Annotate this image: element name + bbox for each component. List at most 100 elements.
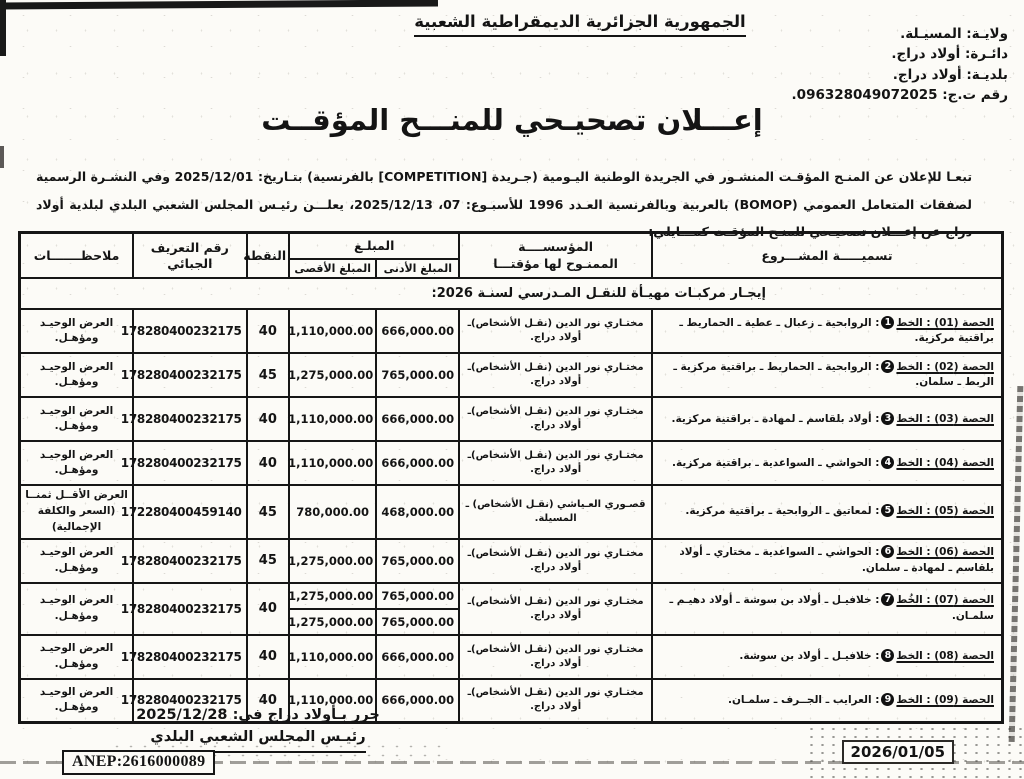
tax-id-cell: 178280400232175 — [121, 537, 248, 584]
scan-mark — [0, 146, 4, 168]
table-row: الحصة (09) : الخط9: العرايب ـ الجــرف ـ … — [18, 677, 1004, 724]
republic-title: الجمهورية الجزائرية الديمقراطية الشعبية — [414, 12, 746, 37]
table-row: الحصة (01) : الخط1: الروابحية ـ زعبال ـ … — [18, 308, 1004, 355]
amount-value: 1,110,000.00 — [288, 456, 374, 471]
max-amount-cell: 1,110,000.00 — [288, 440, 378, 487]
tax-id-cell: 178280400232175 — [121, 633, 248, 680]
institution-cell: مختـاري نور الدين (نقـل الأشخاص)ـ أولاد … — [458, 440, 653, 487]
line-number-badge: 3 — [881, 411, 895, 425]
col-header-tax-id: رقم التعريف الجبائي — [132, 231, 248, 280]
wilaya-line: ولايـة: المسيـلة. — [900, 26, 1008, 42]
route-text: : خلافيـل ـ أولاد بن سوشة ـ أولاد دهيـم … — [669, 593, 994, 622]
route-text: : الروابحية ـ الحماريط ـ براقتية مركزية … — [673, 360, 994, 389]
min-amount-cell: 666,000.00 — [375, 440, 461, 487]
col-header-project: تسميـــــة المشـــروع — [650, 231, 1004, 280]
col-header-remarks: ملاحظـــــــات — [18, 231, 135, 280]
amount-value: 666,000.00 — [381, 693, 455, 708]
points-cell: 40 — [245, 633, 291, 680]
min-amount-cell: 765,000.00 — [375, 537, 461, 584]
max-amount-cell: 1,275,000.00 — [288, 537, 378, 584]
amount-value: 765,000.00 — [381, 368, 455, 383]
route-text: : العرايب ـ الجــرف ـ سلمـان. — [727, 693, 880, 706]
remarks-cell: العرض الوحيـد ومؤهـل. — [18, 581, 135, 636]
lot-label: الحصة (02) : الخط2 — [879, 359, 994, 373]
min-amount-cell: 468,000.00 — [375, 484, 461, 540]
lot-label: الحصة (06) : الخط6 — [879, 544, 994, 558]
admin-info-block: ولايـة: المسيـلة. دائـرة: أولاد دراج. بل… — [792, 24, 1008, 105]
col-header-points: النقطة — [243, 231, 291, 280]
max-amount-cell: 1,110,000.00 — [288, 396, 378, 443]
line-number-badge: 2 — [881, 359, 895, 373]
amount-value: 780,000.00 — [296, 505, 370, 519]
awards-table: تسميـــــة المشـــروع المؤسســــة الممنـ… — [18, 231, 1004, 725]
amount-value: 666,000.00 — [381, 456, 455, 471]
remarks-cell: العرض الوحيـد ومؤهـل. — [18, 633, 135, 680]
min-amount-cell: 765,000.00 765,000.00 — [375, 581, 461, 636]
points-cell: 40 — [245, 308, 291, 355]
institution-cell: مختـاري نور الدين (نقـل الأشخاص)ـ أولاد … — [458, 677, 653, 724]
project-cell: الحصة (07) : الخُط7: خلافيـل ـ أولاد بن … — [650, 581, 1004, 636]
amount-value: 1,110,000.00 — [288, 412, 374, 427]
tax-id-cell: 172280400459140 — [121, 484, 248, 540]
line-number-badge: 5 — [881, 504, 895, 518]
amount-value: 1,275,000.00 — [288, 588, 374, 603]
scan-scratch-line — [0, 761, 1024, 764]
table-row: الحصة (05) : الخط5: لمعاتيق ـ الروابحية … — [18, 484, 1004, 540]
drafted-at-line: حرر بـأولاد دراج في: 2025/12/28 — [136, 707, 380, 723]
republic-title-wrap: الجمهورية الجزائرية الديمقراطية الشعبية — [330, 12, 830, 37]
amount-value: 1,110,000.00 — [288, 693, 374, 708]
project-cell: الحصة (03) : الخط3: أولاد بلقاسم ـ لمهاد… — [650, 396, 1004, 443]
footer-block: حرر بـأولاد دراج في: 2025/12/28 رئيـس ال… — [128, 704, 388, 753]
min-amount-cell: 666,000.00 — [375, 396, 461, 443]
press-date: 2026/01/05 — [841, 740, 954, 764]
project-cell: الحصة (08) : الخط8: خلافيـل ـ أولاد بن س… — [650, 633, 1004, 680]
tax-id-cell: 178280400232175 — [121, 396, 248, 443]
lot-label: الحصة (05) : الخط5 — [879, 504, 994, 518]
table-row: الحصة (08) : الخط8: خلافيـل ـ أولاد بن س… — [18, 633, 1004, 680]
institution-cell: مختـاري نور الدين (نقـل الأشخاص)ـ أولاد … — [458, 537, 653, 584]
table-row: الحصة (02) : الخط2: الروابحية ـ الحماريط… — [18, 352, 1004, 399]
points-cell: 45 — [245, 352, 291, 399]
institution-cell: مختـاري نور الدين (نقـل الأشخاص)ـ أولاد … — [458, 581, 653, 636]
min-amount-cell: 666,000.00 — [375, 677, 461, 724]
min-amount-cell: 666,000.00 — [375, 308, 461, 355]
commune-line: بلديـة: أولاد دراج. — [892, 66, 1008, 83]
max-amount-cell: 780,000.00 — [288, 484, 378, 540]
col-header-institution-line1: المؤسســــة — [518, 239, 594, 255]
line-number-badge: 9 — [881, 692, 895, 706]
anep-number: ANEP:2616000089 — [62, 750, 216, 775]
lot-label: الحصة (01) : الخط1 — [879, 315, 994, 329]
project-cell: الحصة (06) : الخط6: الحواشي ـ السواعدية … — [650, 537, 1004, 584]
amount-value: 1,110,000.00 — [288, 324, 374, 339]
route-text: : الحواشي ـ السواعدية ـ براقتية مركزية. — [672, 456, 880, 469]
section-row: إيجـار مركبـات مهيـأة للنقـل المـدرسي لس… — [18, 277, 1004, 311]
amount-value: 765,000.00 — [381, 553, 455, 568]
lot-label: الحصة (03) : الخط3 — [879, 411, 994, 425]
scan-edge-right — [1008, 385, 1024, 743]
route-text: : أولاد بلقاسم ـ لمهادة ـ براقتية مركزية… — [671, 412, 880, 425]
project-cell: الحصة (02) : الخط2: الروابحية ـ الحماريط… — [650, 352, 1004, 399]
section-title: إيجـار مركبـات مهيـأة للنقـل المـدرسي لس… — [18, 277, 1004, 311]
project-cell: الحصة (05) : الخط5: لمعاتيق ـ الروابحية … — [650, 484, 1004, 540]
amount-value: 1,275,000.00 — [288, 607, 376, 634]
line-number-badge: 7 — [881, 592, 895, 606]
points-cell: 45 — [245, 484, 291, 540]
institution-cell: مختـاري نور الدين (نقـل الأشخاص)ـ أولاد … — [458, 396, 653, 443]
max-amount-cell: 1,110,000.00 — [288, 677, 378, 724]
table-row: الحصة (03) : الخط3: أولاد بلقاسم ـ لمهاد… — [18, 396, 1004, 443]
line-number-badge: 4 — [881, 455, 895, 469]
tax-id-cell: 178280400232175 — [121, 440, 248, 487]
signatory-title: رئيـس المجلس الشعبي البلدي — [150, 726, 366, 753]
col-header-institution-line2: الممنـوح لها مؤقتـــا — [493, 255, 618, 271]
route-text: : الحواشي ـ السواعدية ـ مختاري ـ أولاد ب… — [679, 545, 994, 574]
daira-line: دائـرة: أولاد دراج. — [891, 46, 1008, 63]
remarks-cell: العرض الوحيـد ومؤهـل. — [18, 537, 135, 584]
amount-value: 666,000.00 — [381, 324, 455, 339]
remarks-cell: العرض الأقــل ثمنــا (السعر والكلفة الإج… — [18, 484, 135, 540]
awards-table-wrap: تسميـــــة المشـــروع المؤسســــة الممنـ… — [18, 231, 1004, 725]
min-amount-cell: 765,000.00 — [375, 352, 461, 399]
line-number-badge: 8 — [881, 648, 895, 662]
remarks-cell: العرض الوحيـد ومؤهـل. — [18, 440, 135, 487]
tax-id-cell: 178280400232175 — [121, 352, 248, 399]
